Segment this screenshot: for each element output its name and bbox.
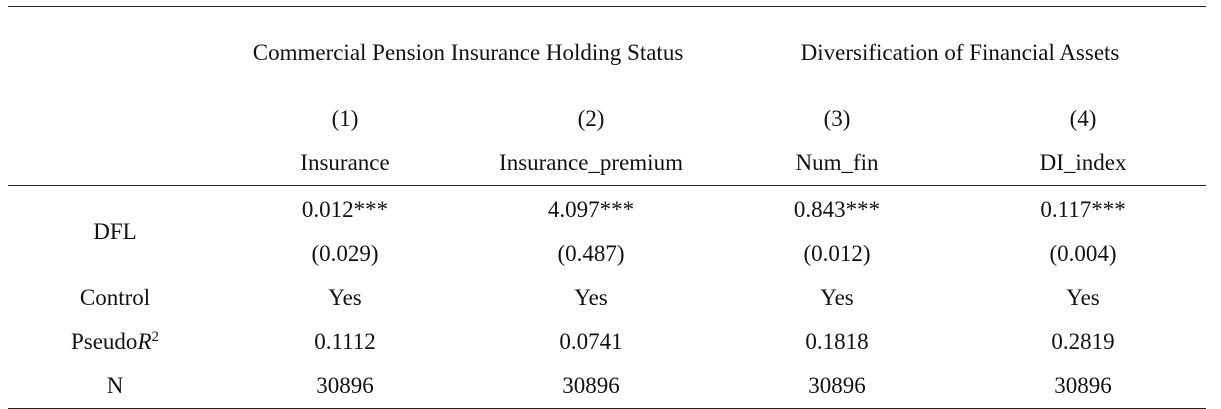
standard-error: (0.487) [557,241,625,266]
column-name: Num_fin [714,141,961,186]
label-text: Pseudo [70,329,138,354]
cell: 0.117*** [1040,197,1126,222]
cell: 0.843*** [793,197,881,222]
cell: 4.097*** [547,197,635,222]
row-label: N [106,373,124,398]
cell: 0.2819 [1051,329,1115,354]
cell: 30896 [316,373,374,398]
cell: 30896 [1054,373,1112,398]
standard-error: (0.012) [803,241,871,266]
empty-cell [8,7,222,98]
data-row: PseudoR2 0.1112 0.0741 0.1818 0.2819 [8,320,1206,364]
row-label: Control [79,285,151,310]
cell: 0.0741 [559,329,623,354]
label-superscript: 2 [151,329,160,345]
data-row: Control Yes Yes Yes Yes [8,276,1206,320]
row-label: DFL [93,219,137,244]
row-label: PseudoR2 [8,320,222,364]
data-row: DFL 0.012*** 4.097*** 0.843*** 0.117*** [8,186,1206,244]
header-row: Insurance Insurance_premium Num_fin DI_inde… [8,141,1207,186]
standard-error: (0.029) [311,241,379,266]
empty-cell [8,141,222,186]
column-number: (3) [823,106,851,131]
column-name: DI_index [960,141,1207,186]
cell: 0.1112 [314,329,376,354]
cell: Yes [820,285,854,310]
column-name: Insurance_premium [468,141,715,186]
data-row: N 30896 30896 30896 30896 [8,364,1206,409]
column-number: (2) [577,106,605,131]
cell: Yes [1066,285,1100,310]
cell: Yes [328,285,362,310]
standard-error: (0.004) [1049,241,1117,266]
cell: 30896 [562,373,620,398]
cell: 0.012*** [301,197,389,222]
column-name: Insurance [222,141,468,186]
group-header: Commercial Pension Insurance Holding Sta… [252,39,684,65]
label-variable: R [137,329,152,354]
cell: Yes [574,285,608,310]
empty-cell [8,97,222,141]
table-body: Commercial Pension Insurance Holding Sta… [8,7,1207,409]
cell: 30896 [808,373,866,398]
cell: 0.1818 [805,329,869,354]
regression-table: Commercial Pension Insurance Holding Sta… [8,6,1207,409]
header-row: (1) (2) (3) (4) [8,97,1206,141]
data-row: (0.029) (0.487) (0.012) (0.004) [8,232,1206,276]
column-number: (1) [331,106,359,131]
column-number: (4) [1069,106,1097,131]
group-header: Diversification of Financial Assets [800,39,1120,65]
header-row: Commercial Pension Insurance Holding Sta… [8,7,1206,98]
